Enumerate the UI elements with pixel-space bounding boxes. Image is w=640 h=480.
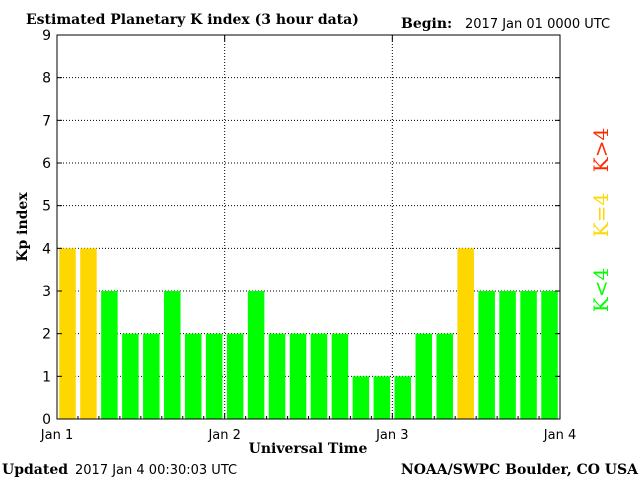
legend-yellow: K=4 — [589, 193, 613, 237]
x-tick-label: Jan 2 — [207, 428, 240, 443]
bars — [59, 248, 558, 419]
bar — [331, 333, 349, 419]
y-axis-ticks: 0 1 2 3 4 5 6 7 8 9 — [42, 28, 560, 428]
bar — [352, 376, 370, 419]
y-axis-label: Kp index — [15, 192, 31, 262]
y-tick-label: 8 — [42, 71, 51, 87]
x-tick-label: Jan 4 — [543, 428, 576, 443]
y-tick-label: 0 — [42, 412, 51, 428]
legend-red: K>4 — [589, 128, 613, 172]
bar — [457, 248, 474, 419]
bar — [205, 333, 223, 419]
y-tick-label: 4 — [42, 241, 51, 257]
y-tick-label: 3 — [42, 284, 51, 300]
updated-value: 2017 Jan 4 00:30:03 UTC — [75, 463, 237, 478]
y-tick-label: 2 — [42, 327, 51, 343]
source-credit: NOAA/SWPC Boulder, CO USA — [401, 462, 639, 478]
updated-label: Updated — [2, 462, 68, 478]
bar — [226, 333, 244, 419]
bar — [101, 291, 118, 419]
plot-background — [57, 35, 560, 419]
begin-label: Begin: — [401, 16, 452, 32]
chart-title: Estimated Planetary K index (3 hour data… — [26, 12, 359, 28]
bar — [59, 248, 76, 419]
y-tick-label: 9 — [42, 28, 51, 44]
y-tick-label: 6 — [42, 156, 51, 172]
bar — [143, 333, 160, 419]
bar — [520, 291, 537, 419]
bar — [268, 333, 286, 419]
x-axis-label: Universal Time — [249, 441, 368, 457]
bar — [164, 291, 181, 419]
x-tick-label: Jan 3 — [375, 428, 408, 443]
y-tick-label: 7 — [42, 113, 51, 129]
plot-area: 0 1 2 3 4 5 6 7 8 9 Jan 1 Jan 2 Jan 3 Jan 4 — [40, 28, 576, 443]
y-tick-label: 1 — [42, 369, 51, 385]
y-tick-label: 5 — [42, 199, 51, 215]
bar — [80, 248, 97, 419]
bar — [415, 333, 433, 419]
grid-lines — [57, 35, 560, 419]
bar — [478, 291, 495, 419]
x-tick-label: Jan 1 — [40, 428, 73, 443]
bar — [499, 291, 516, 419]
bar — [394, 376, 412, 419]
begin-value: 2017 Jan 01 0000 UTC — [465, 17, 610, 32]
bar — [247, 291, 265, 419]
bar — [436, 333, 453, 419]
x-axis-ticks: Jan 1 Jan 2 Jan 3 Jan 4 — [40, 35, 576, 443]
bar — [122, 333, 139, 419]
bar — [373, 376, 391, 419]
bar — [184, 333, 202, 419]
bar — [541, 291, 558, 419]
bar — [310, 333, 328, 419]
legend-green: K<4 — [589, 268, 613, 312]
bar — [289, 333, 307, 419]
